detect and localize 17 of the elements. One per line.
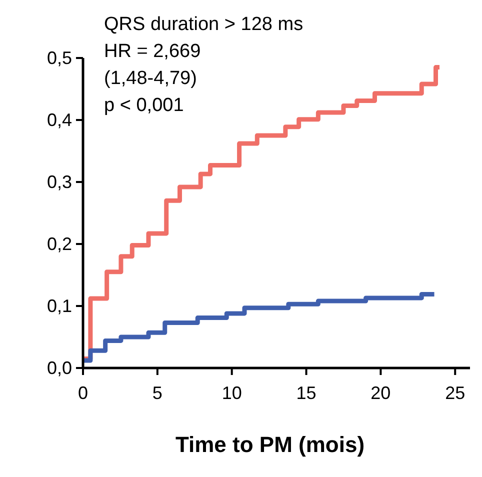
x-tick-label: 10 bbox=[222, 383, 242, 403]
y-tick-label: 0,0 bbox=[46, 358, 72, 378]
y-tick-label: 0,2 bbox=[46, 234, 72, 254]
y-tick-label: 0,1 bbox=[46, 296, 72, 316]
annotation: p < 0,001 bbox=[104, 95, 184, 116]
x-tick-label: 25 bbox=[445, 383, 466, 403]
annotation: HR = 2,669 bbox=[104, 41, 201, 62]
y-tick-label: 0,5 bbox=[46, 48, 72, 68]
text: QRS duration > 128 ms bbox=[104, 14, 304, 35]
x-tick-label: 20 bbox=[370, 383, 391, 403]
y-tick-label: 0,3 bbox=[46, 172, 72, 192]
annotation: (1,48-4,79) bbox=[104, 68, 197, 89]
x-tick-label: 5 bbox=[152, 383, 162, 403]
x-axis-title: Time to PM (mois) bbox=[175, 432, 365, 457]
x-tick-label: 0 bbox=[78, 383, 88, 403]
y-tick-label: 0,4 bbox=[46, 110, 72, 130]
x-tick-label: 15 bbox=[296, 383, 316, 403]
